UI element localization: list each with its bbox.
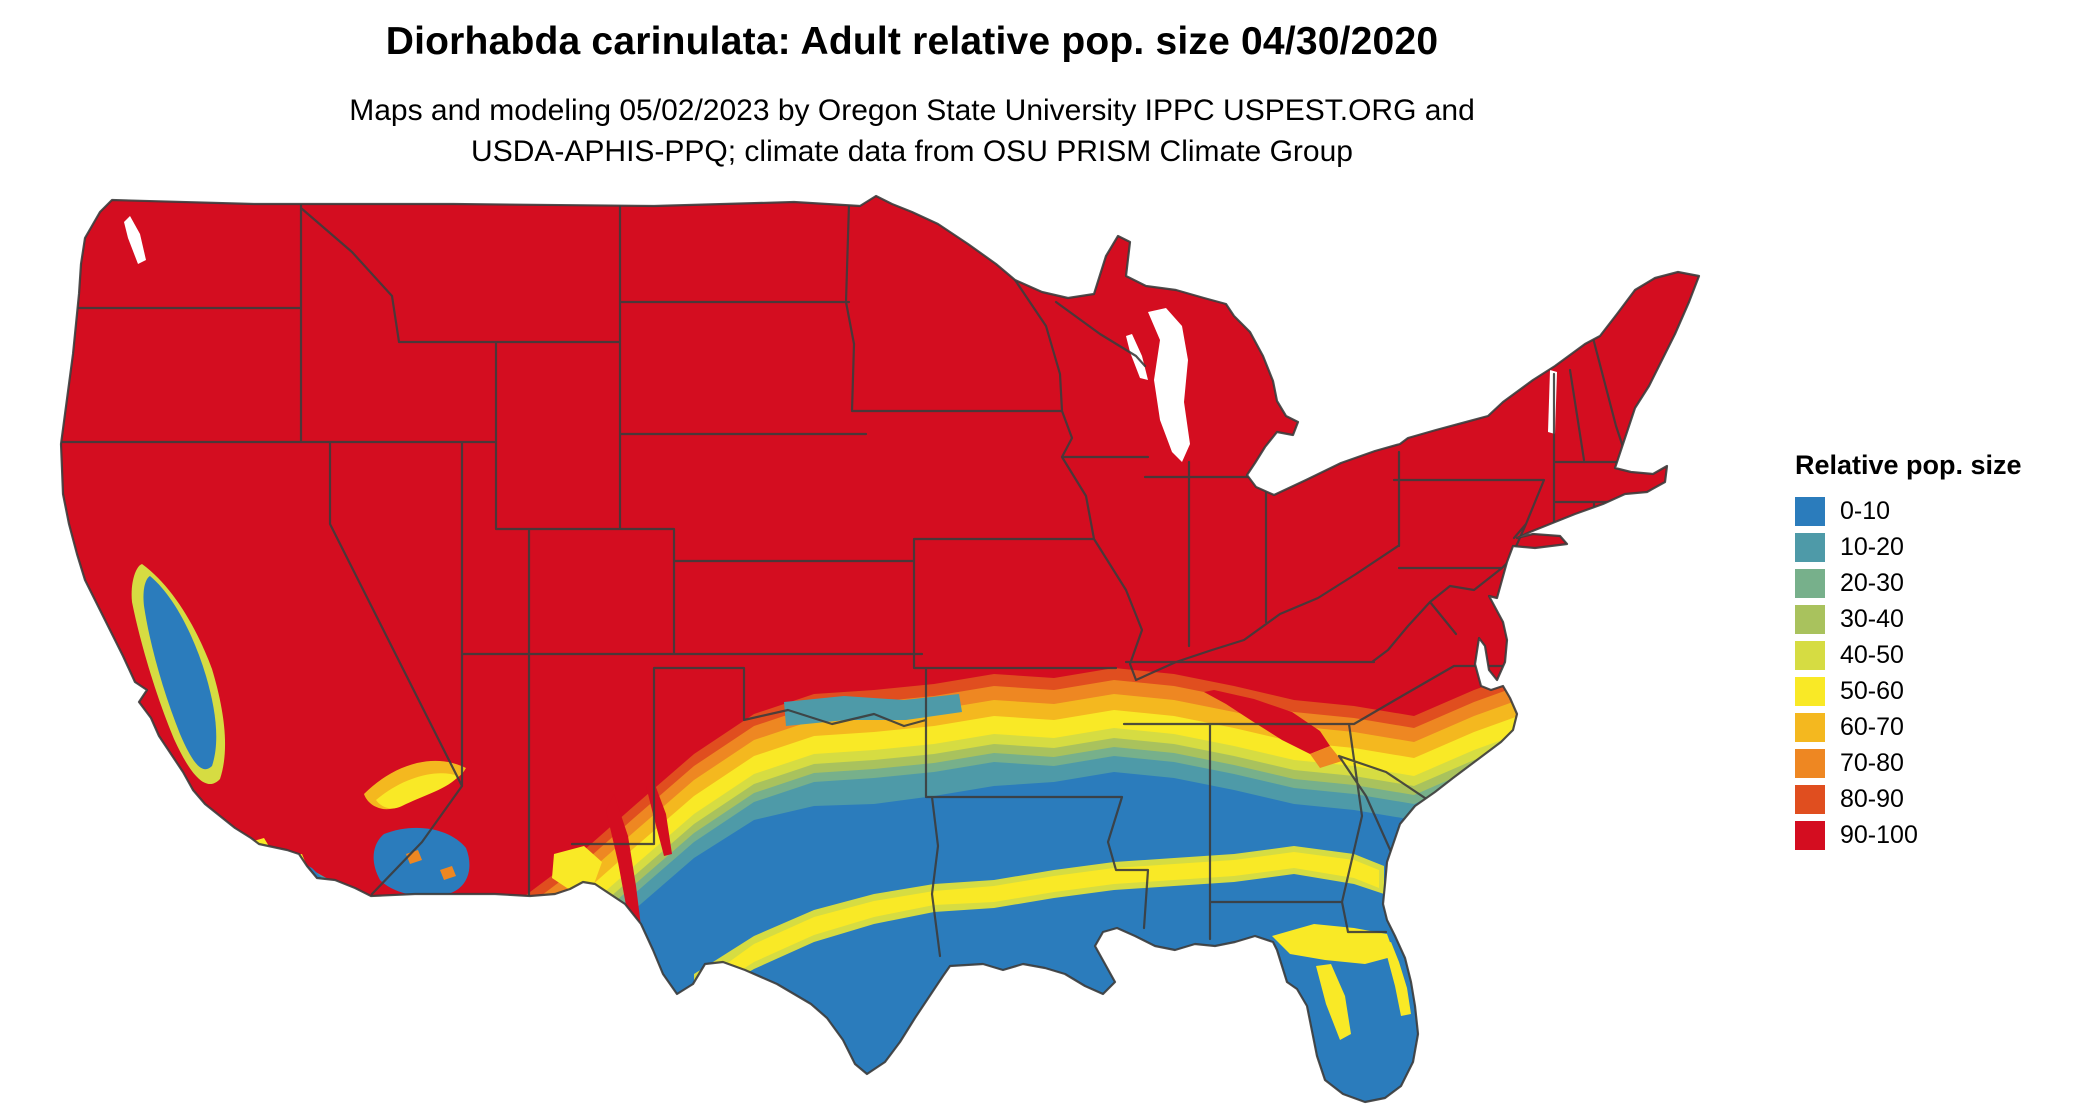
legend-label: 50-60 [1840,677,1904,705]
legend-swatch [1795,497,1825,526]
legend-swatch [1795,821,1825,850]
legend: Relative pop. size 0-10 10-20 20-30 30-4… [1795,450,2022,857]
legend-swatch [1795,605,1825,634]
legend-item: 30-40 [1795,605,2022,634]
lake-michigan [1148,308,1190,462]
legend-swatch [1795,749,1825,778]
legend-label: 60-70 [1840,713,1904,741]
state-borders [61,202,1630,958]
west-texas-red-finger-1 [606,794,650,956]
legend-item: 60-70 [1795,713,2022,742]
us-population-map [54,194,1744,1114]
arizona-orange-speck-2 [440,866,456,880]
legend-label: 70-80 [1840,749,1904,777]
legend-swatch [1795,677,1825,706]
legend-swatch [1795,533,1825,562]
legend-label: 10-20 [1840,533,1904,561]
page-title: Diorhabda carinulata: Adult relative pop… [385,20,1439,63]
subtitle-line-2: USDA-APHIS-PPQ; climate data from OSU PR… [471,135,1353,168]
arizona-yellow-arc [376,773,458,809]
subtitle-line-1: Maps and modeling 05/02/2023 by Oregon S… [349,94,1475,127]
legend-item: 50-60 [1795,677,2022,706]
figure-subtitle: Maps and modeling 05/02/2023 by Oregon S… [57,90,1767,172]
us-map-svg [59,194,1701,1104]
legend-swatch [1795,569,1825,598]
legend-label: 80-90 [1840,785,1904,813]
florida-east-coast-stripe [1383,942,1411,1016]
legend-label: 0-10 [1840,497,1891,525]
teal-pocket-oklahoma [784,694,962,726]
legend-item: 70-80 [1795,749,2022,778]
legend-label: 90-100 [1840,821,1918,849]
legend-swatch [1795,785,1825,814]
west-texas-red-finger-2 [646,782,672,856]
legend-item: 20-30 [1795,569,2022,598]
florida-spine-stripe [1316,964,1351,1040]
florida-band [1272,924,1395,964]
legend-label: 30-40 [1840,605,1904,633]
us-outline [59,194,1701,1104]
appalachian-orange-fringe [1310,746,1342,768]
appalachian-red-tongue [1204,690,1330,754]
legend-item: 0-10 [1795,497,2022,526]
legend-label: 40-50 [1840,641,1904,669]
legend-item: 40-50 [1795,641,2022,670]
legend-swatch [1795,713,1825,742]
legend-item: 10-20 [1795,533,2022,562]
puget-sound [124,216,146,264]
california-central-valley [143,576,217,770]
gulf-band-yellow [704,852,1379,994]
new-mexico-yellow-patch [552,846,602,890]
legend-title: Relative pop. size [1795,450,2022,480]
legend-label: 20-30 [1840,569,1904,597]
legend-swatch [1795,641,1825,670]
legend-item: 90-100 [1795,821,2022,850]
legend-item: 80-90 [1795,785,2022,814]
